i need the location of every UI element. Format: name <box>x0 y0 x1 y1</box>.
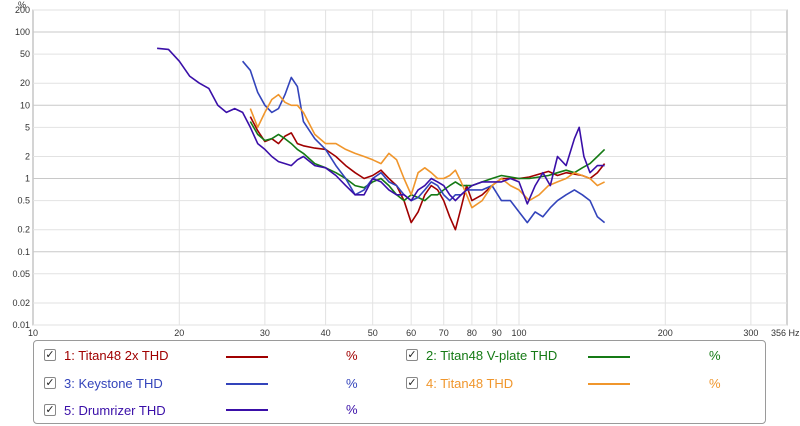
y-tick-label: 100 <box>15 27 30 37</box>
checkbox-series-1[interactable]: ✓ <box>44 348 56 361</box>
legend-swatch-5 <box>226 409 268 411</box>
series-line-4 <box>249 93 605 209</box>
legend-item-5[interactable]: ✓ 5: Drumrizer THD <box>44 400 166 420</box>
legend-unit-4: % <box>709 376 721 391</box>
legend-label-3: 3: Keystone THD <box>64 375 163 391</box>
y-tick-label: 50 <box>20 49 30 59</box>
y-tick-label: 200 <box>15 5 30 15</box>
x-tick-label: 30 <box>260 328 270 338</box>
legend-unit-1: % <box>346 348 358 363</box>
legend-unit-5: % <box>346 402 358 417</box>
checkbox-series-2[interactable]: ✓ <box>406 348 418 361</box>
x-tick-label: 50 <box>368 328 378 338</box>
series-lines <box>157 47 606 231</box>
legend-label-1: 1: Titan48 2x THD <box>64 347 169 363</box>
checkbox-series-5[interactable]: ✓ <box>44 403 56 416</box>
y-tick-label: 20 <box>20 78 30 88</box>
x-tick-label: 60 <box>406 328 416 338</box>
checkbox-series-4[interactable]: ✓ <box>406 376 418 389</box>
legend-item-3[interactable]: ✓ 3: Keystone THD <box>44 373 163 393</box>
x-tick-label: 100 <box>511 328 526 338</box>
grid <box>33 9 787 326</box>
series-line-2 <box>249 121 606 202</box>
y-tick-label: 0.02 <box>12 298 30 308</box>
y-tick-label: 2 <box>25 151 30 161</box>
y-axis-ticks: 0.01 0.02 0.05 0.1 0.2 0.5 1 2 5 10 20 50 100 200 <box>12 5 30 330</box>
x-tick-label: 20 <box>174 328 184 338</box>
x-tick-label: 80 <box>467 328 477 338</box>
legend-label-5: 5: Drumrizer THD <box>64 402 166 418</box>
x-tick-label: 200 <box>658 328 673 338</box>
y-tick-label: 0.5 <box>17 196 30 206</box>
legend-unit-3: % <box>346 376 358 391</box>
y-tick-label: 10 <box>20 100 30 110</box>
x-tick-label: 70 <box>439 328 449 338</box>
x-axis-ticks: 10 20 30 40 50 60 70 80 90 100 200 300 356 Hz <box>28 328 800 338</box>
y-tick-label: 0.05 <box>12 269 30 279</box>
legend-item-4[interactable]: ✓ 4: Titan48 THD <box>406 373 513 393</box>
y-tick-label: 0.01 <box>12 320 30 330</box>
x-tick-label: 10 <box>28 328 38 338</box>
y-tick-label: 0.2 <box>17 225 30 235</box>
y-tick-label: 1 <box>25 174 30 184</box>
legend-item-2[interactable]: ✓ 2: Titan48 V-plate THD <box>406 345 557 365</box>
legend-swatch-4 <box>588 383 630 385</box>
x-tick-label: 300 <box>743 328 758 338</box>
x-tick-label: 90 <box>492 328 502 338</box>
legend-swatch-1 <box>226 356 268 358</box>
x-tick-label: 356 Hz <box>771 328 800 338</box>
legend-swatch-2 <box>588 356 630 358</box>
checkbox-series-3[interactable]: ✓ <box>44 376 56 389</box>
series-line-5 <box>157 47 605 205</box>
y-axis-unit-label: % <box>18 0 26 10</box>
series-line-3 <box>241 60 606 224</box>
legend-swatch-3 <box>226 383 268 385</box>
plot-area <box>32 9 788 326</box>
y-tick-label: 5 <box>25 122 30 132</box>
x-tick-label: 40 <box>321 328 331 338</box>
legend-label-2: 2: Titan48 V-plate THD <box>426 347 558 363</box>
legend: ✓ 1: Titan48 2x THD % ✓ 2: Titan48 V-pla… <box>33 340 766 424</box>
legend-label-4: 4: Titan48 THD <box>426 375 514 391</box>
y-tick-label: 0.1 <box>17 247 30 257</box>
legend-item-1[interactable]: ✓ 1: Titan48 2x THD <box>44 345 169 365</box>
legend-unit-2: % <box>709 348 721 363</box>
thd-chart: 0.01 0.02 0.05 0.1 0.2 0.5 1 2 5 10 20 50 100 200 10 2… <box>12 0 800 338</box>
